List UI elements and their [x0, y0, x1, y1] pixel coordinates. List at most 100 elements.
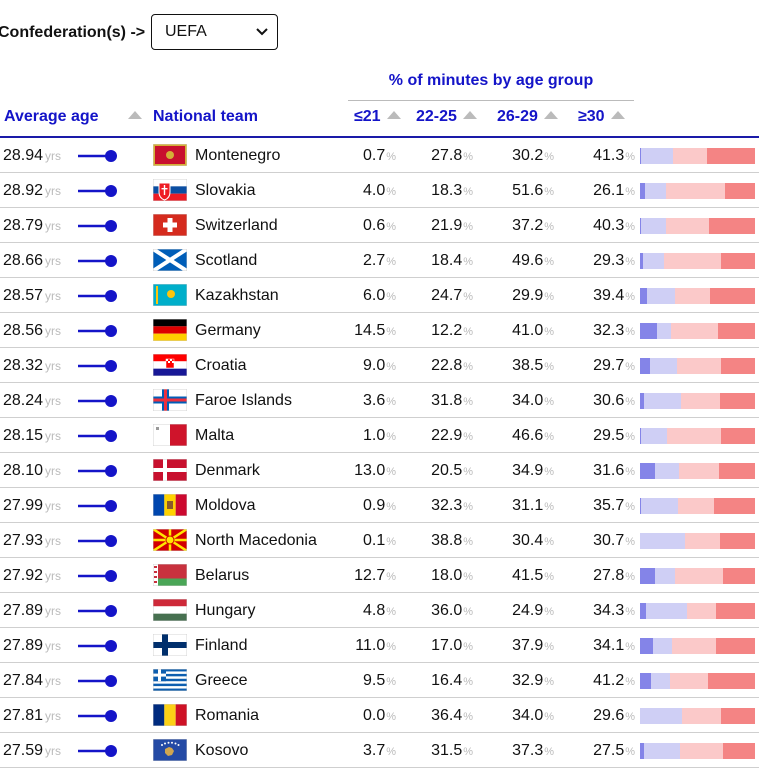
bar-segment-a26_29: [666, 218, 709, 234]
age-number: 28.66: [3, 252, 43, 269]
age-distribution-bar: [640, 498, 755, 514]
bar-segment-a22_25: [646, 603, 687, 619]
pct-unit: %: [544, 746, 554, 758]
national-team-name[interactable]: Scotland: [195, 252, 257, 270]
pct-unit: %: [386, 746, 396, 758]
national-team-name[interactable]: Kosovo: [195, 742, 248, 760]
pct-o30: 30.6%: [593, 392, 635, 410]
header-30-plus[interactable]: ≥30: [578, 108, 625, 126]
age-lollipop-marker: [78, 184, 120, 198]
group-divider: [348, 100, 634, 101]
pct-unit: %: [544, 571, 554, 583]
pct-value: 3.7: [363, 742, 385, 759]
pct-value: 41.5: [512, 567, 543, 584]
national-team-name[interactable]: Hungary: [195, 602, 255, 620]
pct-a26_29: 41.5%: [512, 567, 554, 585]
national-team-name[interactable]: Montenegro: [195, 147, 280, 165]
pct-unit: %: [463, 676, 473, 688]
header-26-29[interactable]: 26-29: [497, 108, 558, 126]
pct-o30: 27.8%: [593, 567, 635, 585]
pct-a26_29: 41.0%: [512, 322, 554, 340]
malta-flag-icon: [153, 424, 187, 446]
pct-unit: %: [386, 606, 396, 618]
pct-unit: %: [625, 361, 635, 373]
pct-value: 9.5: [363, 672, 385, 689]
pct-a22_25: 32.3%: [431, 497, 473, 515]
header-average-age[interactable]: Average age: [4, 108, 142, 126]
bar-segment-u21: [640, 288, 647, 304]
bar-segment-a26_29: [673, 148, 708, 164]
age-lollipop-marker: [78, 569, 120, 583]
pct-value: 30.7: [593, 532, 624, 549]
national-team-name[interactable]: Belarus: [195, 567, 249, 585]
pct-a26_29: 34.9%: [512, 462, 554, 480]
pct-value: 13.0: [354, 462, 385, 479]
pct-a22_25: 31.5%: [431, 742, 473, 760]
age-lollipop-marker: [78, 394, 120, 408]
bar-segment-a26_29: [667, 428, 721, 444]
bar-segment-o30: [723, 743, 755, 759]
pct-value: 41.3: [593, 147, 624, 164]
pct-value: 29.7: [593, 357, 624, 374]
pct-unit: %: [625, 431, 635, 443]
pct-unit: %: [463, 606, 473, 618]
national-team-name[interactable]: Faroe Islands: [195, 392, 292, 410]
national-team-name[interactable]: Denmark: [195, 462, 260, 480]
pct-value: 6.0: [363, 287, 385, 304]
pct-value: 29.6: [593, 707, 624, 724]
pct-value: 39.4: [593, 287, 624, 304]
national-team-name[interactable]: Germany: [195, 322, 261, 340]
national-team-name[interactable]: Malta: [195, 427, 234, 445]
pct-value: 2.7: [363, 252, 385, 269]
national-team-name[interactable]: Finland: [195, 637, 247, 655]
national-team-name[interactable]: Slovakia: [195, 182, 255, 200]
age-unit: yrs: [45, 429, 61, 443]
header-u21[interactable]: ≤21: [354, 108, 401, 126]
pct-u21: 9.5%: [363, 672, 396, 690]
national-team-name[interactable]: Switzerland: [195, 217, 278, 235]
bar-segment-o30: [710, 288, 755, 304]
national-team-name[interactable]: Croatia: [195, 357, 247, 375]
header-22-25[interactable]: 22-25: [416, 108, 477, 126]
national-team-name[interactable]: Greece: [195, 672, 247, 690]
national-team-name[interactable]: Romania: [195, 707, 259, 725]
pct-a26_29: 30.2%: [512, 147, 554, 165]
age-unit: yrs: [45, 289, 61, 303]
header-national-team[interactable]: National team: [153, 108, 258, 126]
kosovo-flag-icon: [153, 739, 187, 761]
pct-u21: 1.0%: [363, 427, 396, 445]
age-lollipop-marker: [78, 289, 120, 303]
pct-value: 41.0: [512, 322, 543, 339]
pct-u21: 2.7%: [363, 252, 396, 270]
age-lollipop-marker: [78, 709, 120, 723]
pct-value: 51.6: [512, 182, 543, 199]
national-team-name[interactable]: Moldova: [195, 497, 255, 515]
bar-segment-a22_25: [653, 638, 673, 654]
national-team-name[interactable]: Kazakhstan: [195, 287, 279, 305]
pct-o30: 29.6%: [593, 707, 635, 725]
national-team-name[interactable]: North Macedonia: [195, 532, 317, 550]
confederation-select[interactable]: UEFA: [151, 14, 278, 50]
pct-unit: %: [625, 641, 635, 653]
age-unit: yrs: [45, 254, 61, 268]
